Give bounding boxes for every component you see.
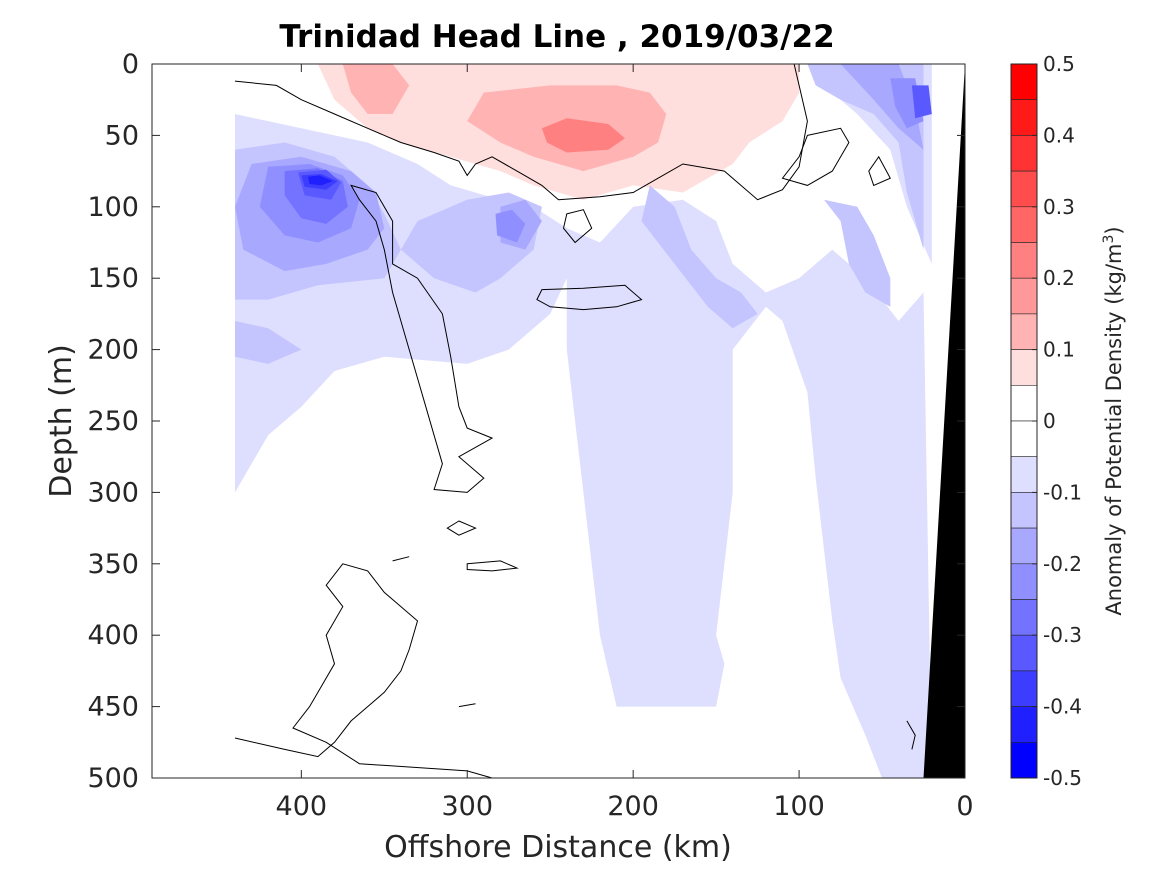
x-tick-label: 300 [441,791,493,822]
zero-contour-6 [446,520,477,536]
y-axis-title: Depth (m) [44,344,79,498]
y-tick-label: 100 [87,192,139,223]
zero-contour-4 [781,127,850,186]
colorbar: 0.5 0.4 0.3 0.2 0.1 0 -0.1 -0.2 -0.3 -0.4 -0.5 Ano… [1010,52,1126,790]
colorbar-title-main: Anomaly of Potential Density (kg/m [1102,244,1126,616]
colorbar-level [1010,492,1038,529]
colorbar-tick-label: -0.1 [1043,480,1082,504]
colorbar-level [1010,384,1038,422]
zero-contour-10 [458,703,476,708]
colorbar-tick-label: 0 [1043,409,1056,433]
y-tick-label: 450 [87,692,139,723]
zero-contour-7 [466,560,519,572]
y-tick-label: 350 [87,549,139,580]
colorbar-tick-label: 0.5 [1043,52,1075,76]
colorbar-ticks: 0.5 0.4 0.3 0.2 0.1 0 -0.1 -0.2 -0.3 -0.4 -0.5 [1032,52,1082,790]
colorbar-level [1010,670,1038,707]
colorbar-tick-label: 0.2 [1043,266,1075,290]
zero-contour-11 [906,720,916,750]
x-tick-label: 200 [607,791,659,822]
anomaly-region-negative-10 [824,199,891,307]
colorbar-level [1010,634,1038,672]
colorbar-tick-label: -0.4 [1043,695,1082,719]
anomaly-region-negative-5 [235,114,932,778]
y-tick-label: 500 [87,763,139,794]
chart-title: Trinidad Head Line , 2019/03/22 [279,19,834,55]
plot-area: 400 300 200 100 0 0 50 100 150 200 250 300 350 400 45… [87,49,973,822]
colorbar-level [1010,242,1038,279]
anomaly-region-negative-8 [235,321,302,364]
colorbar-level [1010,563,1038,600]
y-tick-label: 300 [87,477,139,508]
colorbar-tick-label: 0.3 [1043,195,1075,219]
colorbar-title-superscript: 3 [1101,235,1117,244]
colorbar-level [1010,63,1038,101]
colorbar-level [1010,349,1038,386]
y-axis-ticks: 0 50 100 150 200 250 300 350 400 450 500 [87,49,965,794]
colorbar-level [1010,456,1038,493]
colorbar-level [1010,313,1038,350]
y-tick-label: 0 [122,49,139,80]
zero-contour-3 [536,284,643,311]
colorbar-level [1010,206,1038,243]
x-axis-title: Offshore Distance (km) [384,830,732,865]
anomaly-region-negative-20 [911,85,932,119]
x-axis-ticks: 400 300 200 100 0 [276,64,974,822]
anomaly-region-negative-16 [495,209,526,243]
colorbar-title: Anomaly of Potential Density (kg/m3) [1101,226,1126,615]
zero-contours [234,63,916,779]
x-tick-label: 0 [956,791,973,822]
colorbar-tick-label: -0.3 [1043,623,1082,647]
zero-contour-1 [350,184,494,493]
colorbar-level [1010,706,1038,743]
y-tick-label: 200 [87,335,139,366]
anomaly-region-positive-2 [342,64,410,114]
colorbar-tick-label: -0.5 [1043,766,1082,790]
colorbar-level [1010,135,1038,172]
zero-contour-9 [234,563,493,779]
bathymetry-shape [923,64,965,778]
colorbar-level [1010,420,1038,458]
density-anomaly-regions [235,64,932,778]
colorbar-level [1010,99,1038,136]
anomaly-region-negative-9 [641,185,758,329]
y-tick-label: 150 [87,263,139,294]
anomaly-region-negative-22 [308,175,333,186]
colorbar-tick-label: -0.2 [1043,552,1082,576]
colorbar-level [1010,170,1038,208]
zero-contour-0 [234,63,808,201]
colorbar-tick-label: 0.4 [1043,123,1075,147]
colorbar-level [1010,527,1038,565]
colorbar-level [1010,741,1038,779]
bathymetry [923,64,965,778]
zero-contour-5 [868,155,891,187]
y-tick-label: 400 [87,620,139,651]
colorbar-levels [1010,63,1038,779]
zero-contour-2 [562,209,593,244]
zero-contour-8 [392,556,410,562]
y-tick-label: 50 [105,120,139,151]
colorbar-level [1010,277,1038,315]
y-tick-label: 250 [87,406,139,437]
colorbar-title-end: ) [1102,226,1126,234]
x-tick-label: 100 [773,791,825,822]
colorbar-level [1010,599,1038,636]
colorbar-tick-label: 0.1 [1043,338,1075,362]
anomaly-region-positive-3 [541,118,625,153]
x-tick-label: 400 [276,791,328,822]
